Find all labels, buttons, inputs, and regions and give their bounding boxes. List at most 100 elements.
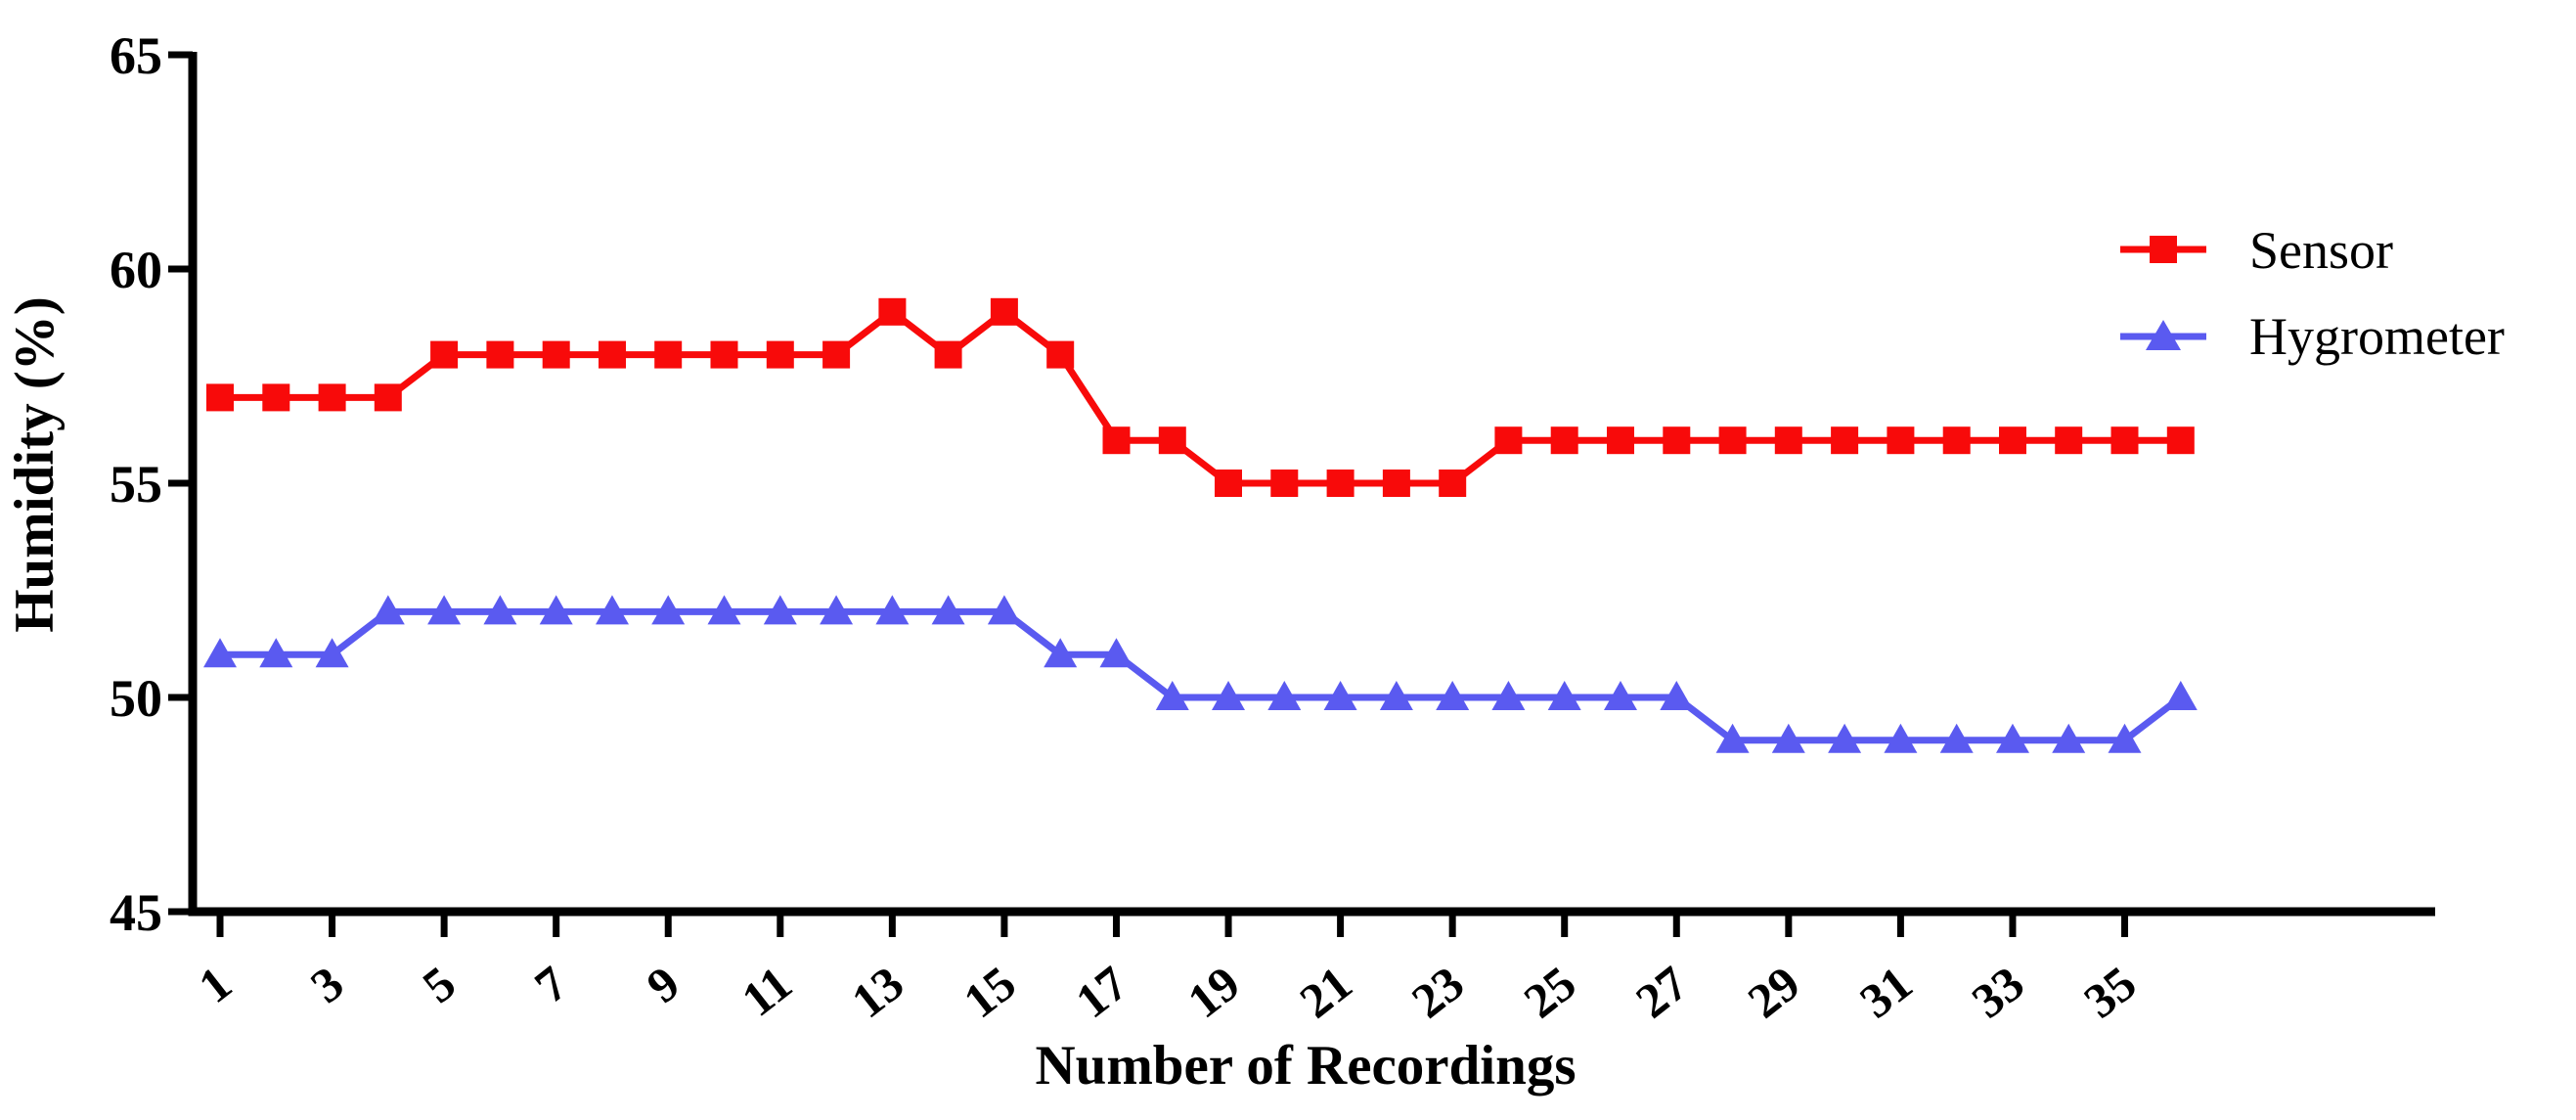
hygrometer-point: [987, 595, 1021, 625]
sensor-point: [1158, 426, 1186, 455]
hygrometer-point: [1939, 723, 1974, 753]
x-tick-label: 35: [2073, 956, 2146, 1029]
x-tick-marks: [216, 912, 2129, 937]
hygrometer-point: [2163, 681, 2198, 710]
sensor-point: [2110, 426, 2139, 455]
hygrometer-point: [875, 595, 910, 625]
hygrometer-point: [1660, 681, 1694, 710]
y-tick-label: 60: [110, 241, 162, 299]
data-series-layer: [203, 297, 2198, 753]
y-tick-label: 45: [110, 883, 162, 942]
sensor-point: [1887, 426, 1915, 455]
hygrometer-point: [427, 595, 462, 625]
sensor-point: [654, 340, 683, 369]
hygrometer-point: [1996, 723, 2029, 753]
x-tick-label: 9: [637, 956, 689, 1014]
x-tick-label: 5: [413, 956, 466, 1014]
hygrometer-point: [483, 595, 517, 625]
y-axis-title: Humidity (%): [4, 296, 66, 633]
hygrometer-point: [1379, 681, 1413, 710]
hygrometer-point: [315, 638, 349, 668]
sensor-point: [374, 383, 402, 412]
x-tick-label: 11: [732, 956, 802, 1027]
sensor-point: [599, 340, 626, 369]
sensor-point: [1607, 426, 1634, 455]
hygrometer-point: [371, 595, 405, 625]
sensor-point: [990, 297, 1018, 326]
hygrometer-point: [1715, 723, 1750, 753]
sensor-line: [220, 307, 2181, 487]
hygrometer-point: [1884, 723, 1918, 753]
x-tick-label: 25: [1514, 956, 1586, 1029]
sensor-point: [822, 340, 851, 369]
sensor-point: [430, 340, 459, 369]
sensor-point: [1942, 426, 1971, 455]
sensor-point: [1663, 426, 1691, 455]
x-tick-label: 33: [1962, 956, 2034, 1029]
legend-item-sensor: Sensor: [2120, 221, 2393, 280]
hygrometer-point: [1491, 681, 1526, 710]
sensor-point: [1215, 470, 1242, 497]
hygrometer-point: [203, 638, 237, 668]
hygrometer-legend-triangle-icon: [2146, 320, 2181, 350]
sensor-point: [1718, 426, 1747, 455]
sensor-point: [1999, 426, 2026, 455]
sensor-point: [2166, 426, 2195, 455]
hygrometer-point: [1323, 681, 1357, 710]
x-tick-label: 31: [1849, 956, 1922, 1029]
sensor-point: [486, 340, 514, 369]
sensor-point: [542, 340, 570, 369]
x-tick-label: 1: [189, 956, 242, 1014]
hygrometer-point: [259, 638, 293, 668]
x-tick-labels: 1 3 5 7 9 11 13 15 17 19 21 23 25 27 29 31 33 35: [189, 956, 2147, 1029]
hygrometer-point: [596, 595, 629, 625]
sensor-point: [1550, 426, 1578, 455]
sensor-point: [318, 383, 346, 412]
hygrometer-point: [1604, 681, 1637, 710]
hygrometer-point: [2052, 723, 2086, 753]
hygrometer-point: [1155, 681, 1189, 710]
hygrometer-point: [707, 595, 741, 625]
x-tick-label: 7: [524, 956, 577, 1014]
x-tick-label: 21: [1289, 956, 1361, 1029]
hygrometer-point: [1547, 681, 1581, 710]
sensor-point: [262, 383, 290, 412]
hygrometer-point: [1828, 723, 1862, 753]
sensor-point: [1326, 470, 1355, 497]
hygrometer-series: [203, 595, 2198, 753]
hygrometer-line: [220, 607, 2183, 744]
sensor-point: [1831, 426, 1859, 455]
hygrometer-point: [1436, 681, 1470, 710]
hygrometer-point: [931, 595, 965, 625]
hygrometer-point: [1212, 681, 1245, 710]
sensor-point: [1046, 340, 1075, 369]
hygrometer-point: [539, 595, 573, 625]
x-tick-label: 3: [300, 956, 353, 1014]
sensor-series: [206, 297, 2195, 497]
sensor-point: [1774, 426, 1802, 455]
hygrometer-point: [1267, 681, 1302, 710]
x-tick-label: 23: [1401, 956, 1474, 1029]
x-tick-label: 27: [1625, 956, 1698, 1029]
sensor-point: [1494, 426, 1523, 455]
hygrometer-point: [820, 595, 854, 625]
x-tick-label: 17: [1065, 956, 1137, 1029]
sensor-point: [710, 340, 738, 369]
sensor-point: [1270, 470, 1299, 497]
legend-label-sensor: Sensor: [2249, 221, 2393, 280]
x-tick-label: 29: [1738, 956, 1810, 1029]
sensor-point: [1382, 470, 1410, 497]
legend-item-hygrometer: Hygrometer: [2120, 307, 2505, 366]
sensor-point: [878, 297, 907, 326]
sensor-point: [1102, 426, 1131, 455]
hygrometer-point: [763, 595, 797, 625]
sensor-point: [1439, 470, 1467, 497]
legend-label-hygrometer: Hygrometer: [2249, 307, 2505, 366]
x-tick-label: 19: [1177, 956, 1250, 1029]
x-axis-title: Number of Recordings: [1035, 1035, 1576, 1097]
legend: Sensor Hygrometer: [2120, 221, 2505, 366]
y-tick-labels: 65 60 55 50 45: [110, 26, 162, 942]
sensor-point: [206, 383, 234, 412]
